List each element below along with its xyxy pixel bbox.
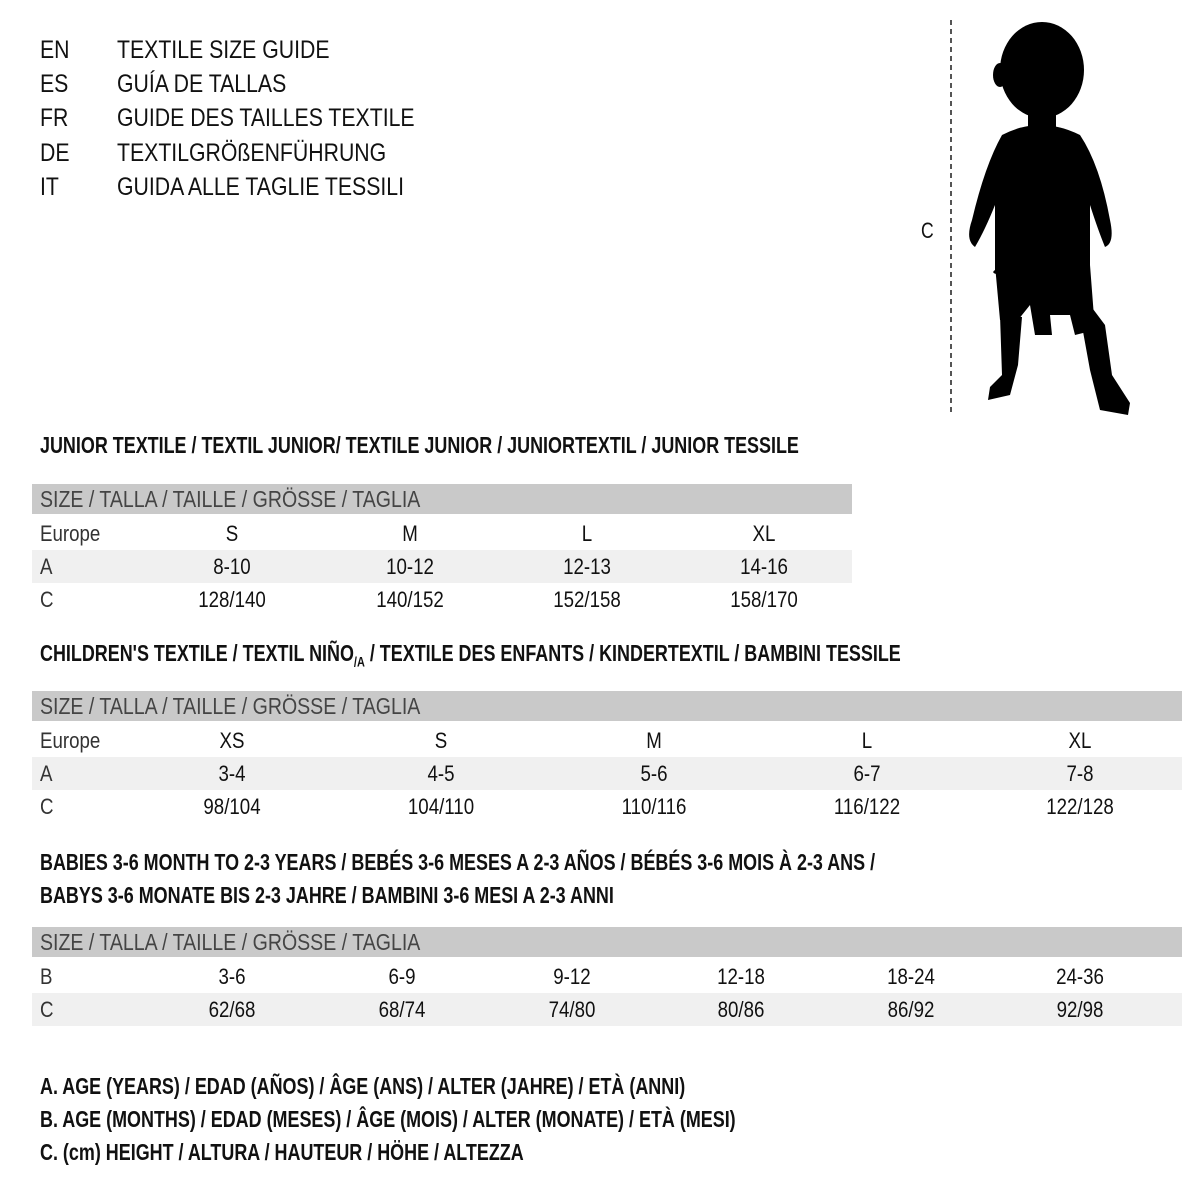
cell: S [225, 521, 239, 546]
table-row: Europe XS S M L XL [32, 724, 1182, 757]
row-label: B [40, 964, 53, 989]
cell: XL [1068, 728, 1092, 753]
cell: 104/110 [407, 794, 475, 819]
cell: 140/152 [376, 587, 444, 612]
legend-b: B. AGE (MONTHS) / EDAD (MESES) / ÂGE (MO… [40, 1106, 736, 1132]
cell: 74/80 [548, 997, 596, 1022]
row-label: Europe [40, 728, 101, 753]
table-row: A 3-4 4-5 5-6 6-7 7-8 [32, 757, 1182, 790]
cell: M [646, 728, 662, 753]
cell: 14-16 [740, 554, 788, 579]
table-row: B 3-6 6-9 9-12 12-18 18-24 24-36 [32, 960, 1182, 993]
table-row: A 8-10 10-12 12-13 14-16 [32, 550, 852, 583]
cell: 6-9 [388, 964, 416, 989]
babies-heading-line-2: BABYS 3-6 MONATE BIS 2-3 JAHRE / BAMBINI… [40, 882, 614, 908]
cell: 7-8 [1066, 761, 1094, 786]
cell: 24-36 [1056, 964, 1104, 989]
cell: 8-10 [213, 554, 251, 579]
junior-heading: JUNIOR TEXTILE / TEXTIL JUNIOR/ TEXTILE … [40, 432, 799, 458]
table-row: C 98/104 104/110 110/116 116/122 122/128 [32, 790, 1182, 823]
table-row: C 62/68 68/74 74/80 80/86 86/92 92/98 [32, 993, 1182, 1026]
table-row: Europe S M L XL [32, 517, 852, 550]
cell: 116/122 [833, 794, 901, 819]
cell: XL [752, 521, 776, 546]
cell: 128/140 [198, 587, 266, 612]
cell: 80/86 [717, 997, 765, 1022]
row-label: A [40, 554, 53, 579]
cell: 12-18 [717, 964, 765, 989]
junior-size-table: SIZE / TALLA / TAILLE / GRÖSSE / TAGLIA … [32, 484, 852, 616]
cell: 5-6 [640, 761, 668, 786]
children-heading: CHILDREN'S TEXTILE / TEXTIL NIÑO/A / TEX… [40, 638, 901, 677]
cell: S [434, 728, 448, 753]
lang-code: EN [40, 36, 70, 64]
babies-heading-line-1: BABIES 3-6 MONTH TO 2-3 YEARS / BEBÉS 3-… [40, 849, 876, 875]
cell: 3-6 [218, 964, 246, 989]
heading-text: CHILDREN'S TEXTILE / TEXTIL NIÑO [40, 640, 354, 666]
cell: 158/170 [730, 587, 798, 612]
cell: 68/74 [378, 997, 426, 1022]
heading-text: / TEXTILE DES ENFANTS / KINDERTEXTIL / B… [364, 640, 901, 666]
cell: 62/68 [208, 997, 256, 1022]
lang-code: IT [40, 173, 59, 201]
child-silhouette-icon [950, 20, 1130, 415]
cell: 9-12 [553, 964, 591, 989]
cell: 92/98 [1056, 997, 1104, 1022]
row-label: C [40, 997, 54, 1022]
row-label: A [40, 761, 53, 786]
cell: XS [219, 728, 245, 753]
cell: 3-4 [218, 761, 246, 786]
table-header: SIZE / TALLA / TAILLE / GRÖSSE / TAGLIA [32, 484, 852, 514]
cell: 86/92 [887, 997, 935, 1022]
cell: 4-5 [427, 761, 455, 786]
legend-c: C. (cm) HEIGHT / ALTURA / HAUTEUR / HÖHE… [40, 1139, 524, 1165]
table-header: SIZE / TALLA / TAILLE / GRÖSSE / TAGLIA [32, 691, 1182, 721]
children-size-table: SIZE / TALLA / TAILLE / GRÖSSE / TAGLIA … [32, 691, 1182, 823]
babies-size-table: SIZE / TALLA / TAILLE / GRÖSSE / TAGLIA … [32, 927, 1182, 1026]
title: GUIDE DES TAILLES TEXTILE [117, 104, 415, 132]
row-label: C [40, 794, 54, 819]
cell: M [402, 521, 418, 546]
cell: 110/116 [621, 794, 687, 819]
legend-a: A. AGE (YEARS) / EDAD (AÑOS) / ÂGE (ANS)… [40, 1073, 686, 1099]
cell: L [861, 728, 873, 753]
table-header: SIZE / TALLA / TAILLE / GRÖSSE / TAGLIA [32, 927, 1182, 957]
title: GUÍA DE TALLAS [117, 70, 287, 98]
header-label: SIZE / TALLA / TAILLE / GRÖSSE / TAGLIA [40, 929, 421, 955]
row-label: C [40, 587, 54, 612]
lang-code: ES [40, 70, 69, 98]
cell: 18-24 [887, 964, 935, 989]
header-label: SIZE / TALLA / TAILLE / GRÖSSE / TAGLIA [40, 486, 421, 512]
cell: 98/104 [203, 794, 261, 819]
heading-sub: /A [353, 653, 365, 670]
cell: 10-12 [386, 554, 434, 579]
lang-code: FR [40, 104, 69, 132]
table-row: C 128/140 140/152 152/158 158/170 [32, 583, 852, 616]
title: TEXTILE SIZE GUIDE [117, 36, 330, 64]
measure-label: C [921, 218, 934, 243]
cell: 152/158 [553, 587, 621, 612]
cell: 12-13 [563, 554, 611, 579]
cell: 122/128 [1046, 794, 1114, 819]
cell: L [581, 521, 593, 546]
header-label: SIZE / TALLA / TAILLE / GRÖSSE / TAGLIA [40, 693, 421, 719]
lang-code: DE [40, 139, 70, 167]
cell: 6-7 [853, 761, 881, 786]
title: TEXTILGRÖßENFÜHRUNG [117, 139, 387, 167]
title: GUIDA ALLE TAGLIE TESSILI [117, 173, 405, 201]
row-label: Europe [40, 521, 101, 546]
